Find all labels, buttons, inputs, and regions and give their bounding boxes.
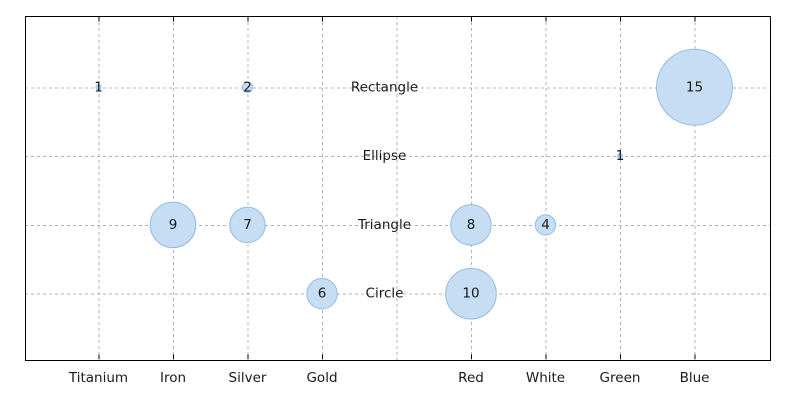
bubble [616, 153, 624, 160]
bubble-value-label: 1 [616, 148, 625, 164]
bubble [534, 214, 557, 236]
bubble-value-label: 2 [243, 79, 252, 95]
row-label: Triangle [357, 217, 411, 233]
x-axis-tick-label: Silver [229, 370, 267, 386]
row-label: Rectangle [351, 79, 418, 95]
plot-border [25, 16, 771, 361]
bubble [306, 278, 338, 310]
x-axis-tick-label: Iron [160, 370, 186, 386]
bubble-value-label: 4 [541, 217, 550, 233]
bubble-value-label: 1 [94, 79, 103, 95]
bubble-value-label: 9 [169, 217, 178, 233]
bubble [445, 267, 497, 320]
bubble-value-label: 7 [243, 217, 252, 233]
x-axis-tick-label: White [526, 370, 565, 386]
bubble [95, 84, 102, 91]
row-label: Circle [366, 286, 404, 302]
bubble [229, 206, 266, 244]
bubble [656, 48, 733, 126]
bubble [450, 204, 492, 246]
bubble-value-label: 10 [462, 286, 479, 302]
x-axis-tick-label: Green [600, 370, 641, 386]
bubble [149, 201, 197, 249]
bubble [241, 81, 254, 93]
x-axis-tick-label: Blue [680, 370, 710, 386]
x-axis-tick-label: Gold [306, 370, 337, 386]
row-label: Ellipse [363, 148, 407, 164]
bubble-value-label: 8 [467, 217, 476, 233]
bubble-value-label: 15 [686, 79, 703, 95]
x-axis-tick-label: Titanium [68, 370, 128, 386]
bubble-value-label: 6 [318, 286, 327, 302]
x-axis-tick-label: Red [458, 370, 484, 386]
